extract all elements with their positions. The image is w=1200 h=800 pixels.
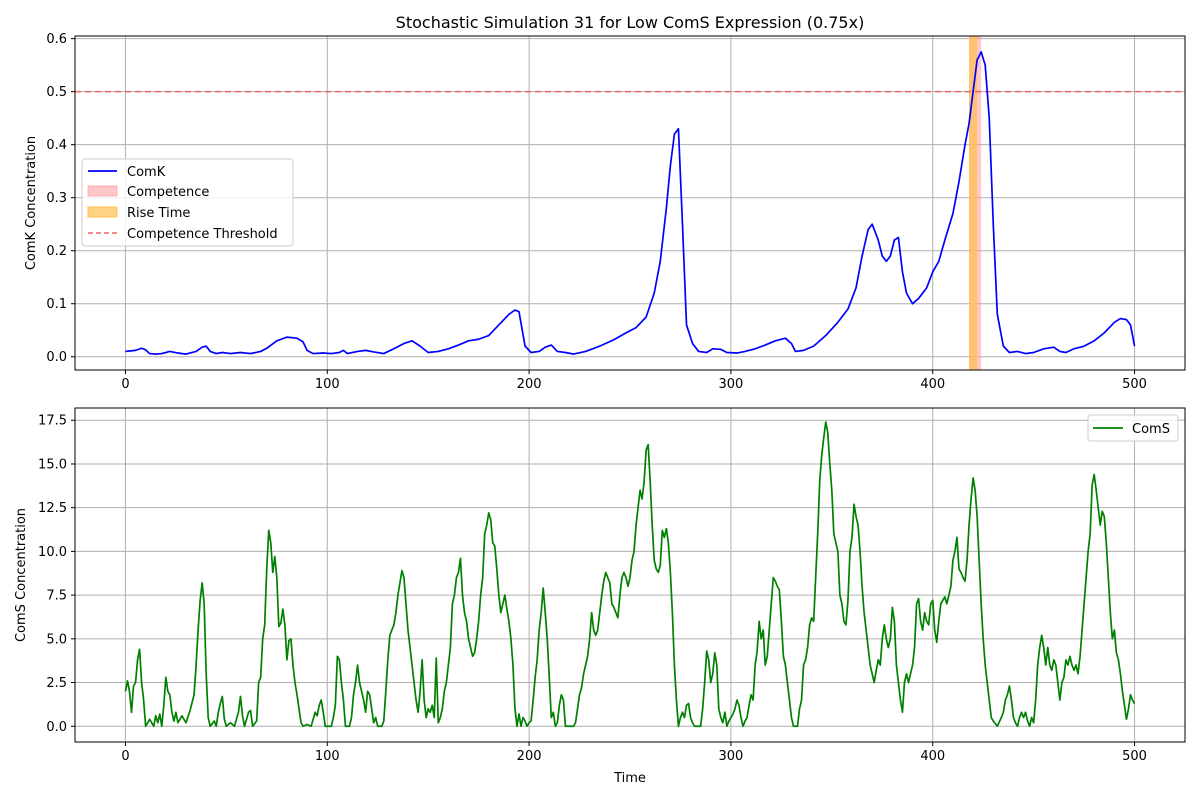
y-tick-label: 0.1 — [46, 297, 67, 312]
x-tick-label: 100 — [315, 377, 340, 392]
x-tick-label: 0 — [121, 749, 129, 764]
comk-shaded-spans — [969, 36, 982, 370]
y-tick-label: 15.0 — [38, 457, 67, 472]
comk-axes-frame — [74, 35, 1186, 371]
comk-lines — [75, 51, 1185, 355]
comk-legend-box — [81, 158, 294, 247]
legend-label-rise-time: Rise Time — [127, 206, 190, 221]
y-tick-label: 0.6 — [46, 32, 67, 47]
coms-lines — [124, 421, 1136, 728]
y-tick-label: 5.0 — [46, 632, 67, 647]
comk-y-axis-label: ComK Concentration — [24, 136, 39, 270]
x-tick-label: 300 — [718, 377, 743, 392]
x-tick-label: 400 — [920, 377, 945, 392]
x-tick-label: 500 — [1122, 749, 1147, 764]
coms-legend-box — [1087, 414, 1179, 442]
comk-series-line — [125, 51, 1136, 355]
coms-axes-frame — [74, 407, 1186, 743]
y-tick-label: 2.5 — [46, 676, 67, 691]
legend-swatch-competence — [87, 185, 118, 197]
coms-legend: ComS — [1087, 414, 1179, 442]
coms-ticks: 0 100 200 300 400 500 0.0 2.5 5.0 7.5 10.0 12.5 15.0… — [38, 414, 1147, 764]
coms-gridlines — [75, 408, 1185, 742]
x-axis-label: Time — [613, 771, 646, 786]
x-tick-label: 200 — [517, 749, 542, 764]
y-tick-label: 12.5 — [38, 501, 67, 516]
x-tick-label: 100 — [315, 749, 340, 764]
x-tick-label: 300 — [718, 749, 743, 764]
comk-legend: ComK Competence Rise Time Competence Thr… — [81, 158, 294, 247]
comk-panel: Stochastic Simulation 31 for Low ComS Ex… — [24, 13, 1186, 392]
y-tick-label: 0.5 — [46, 85, 67, 100]
legend-label-comk: ComK — [127, 165, 166, 180]
y-tick-label: 0.4 — [46, 138, 67, 153]
y-tick-label: 0.0 — [46, 720, 67, 735]
coms-y-axis-label: ComS Concentration — [14, 508, 29, 642]
y-tick-label: 17.5 — [38, 414, 67, 429]
rise-time-span — [969, 36, 978, 370]
y-tick-label: 0.3 — [46, 191, 67, 206]
comk-ticks: 0 100 200 300 400 500 0.0 0.1 0.2 0.3 0.4 0.5 0.6 — [46, 32, 1147, 392]
legend-swatch-rise-time — [87, 206, 118, 218]
x-tick-label: 200 — [517, 377, 542, 392]
x-tick-label: 500 — [1122, 377, 1147, 392]
x-tick-label: 400 — [920, 749, 945, 764]
x-tick-label: 0 — [121, 377, 129, 392]
legend-label-competence: Competence — [127, 185, 209, 200]
y-tick-label: 0.2 — [46, 244, 67, 259]
coms-panel: 0 100 200 300 400 500 0.0 2.5 5.0 7.5 10.0 12.5 15.0… — [14, 407, 1186, 786]
y-tick-label: 7.5 — [46, 589, 67, 604]
y-tick-label: 10.0 — [38, 545, 67, 560]
legend-label-threshold: Competence Threshold — [127, 227, 278, 242]
chart-title: Stochastic Simulation 31 for Low ComS Ex… — [396, 13, 865, 32]
legend-label-coms: ComS — [1132, 422, 1170, 437]
y-tick-label: 0.0 — [46, 350, 67, 365]
coms-series-line — [124, 421, 1136, 728]
